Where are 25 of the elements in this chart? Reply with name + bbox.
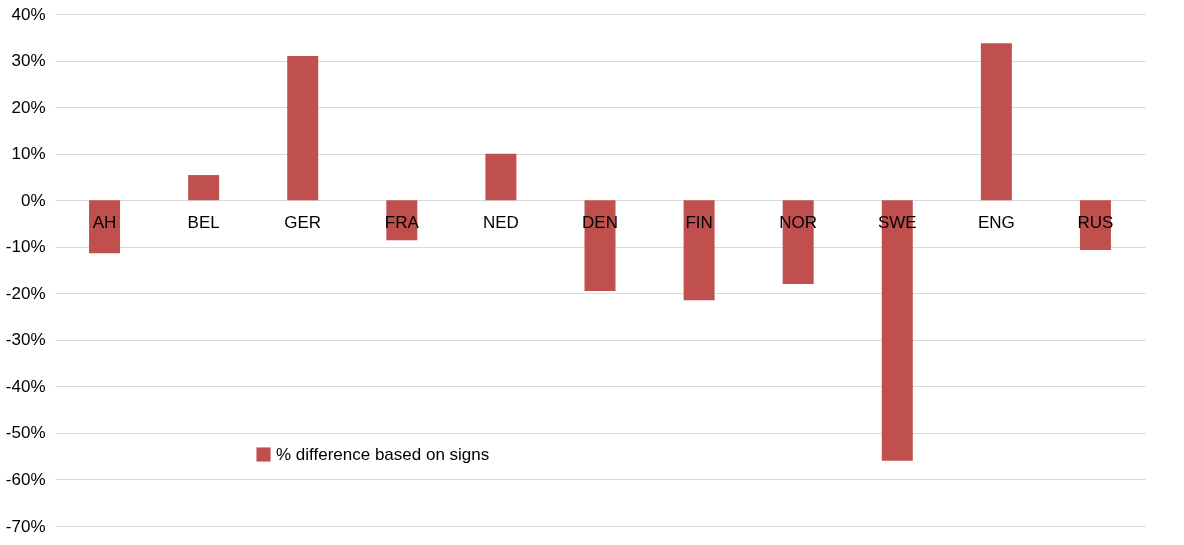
bar xyxy=(485,153,517,201)
y-tick-label: -20% xyxy=(5,283,46,303)
y-tick-label: 40% xyxy=(11,4,46,24)
y-tick-label: -40% xyxy=(5,376,46,396)
x-tick-label: BEL xyxy=(187,212,220,232)
bar xyxy=(287,55,319,201)
y-tick-label: -70% xyxy=(5,516,46,536)
bar xyxy=(683,200,715,301)
bar xyxy=(89,200,121,254)
y-tick-label: -30% xyxy=(5,330,46,350)
y-tick-label: -50% xyxy=(5,423,46,443)
x-tick-label: FIN xyxy=(685,212,713,232)
y-tick-label: -60% xyxy=(5,469,46,489)
x-tick-label: AH xyxy=(92,212,117,232)
x-tick-label: GER xyxy=(284,212,322,232)
y-tick-label: -10% xyxy=(5,237,46,257)
y-tick-label: 10% xyxy=(11,144,46,164)
bar xyxy=(188,175,220,201)
y-tick-label: 0% xyxy=(20,190,46,210)
x-tick-label: ENG xyxy=(977,212,1015,232)
y-tick-label: 20% xyxy=(11,97,46,117)
y-tick-label: 30% xyxy=(11,51,46,71)
legend-label: % difference based on signs xyxy=(276,444,490,464)
x-tick-label: NED xyxy=(482,212,519,232)
bar xyxy=(980,43,1012,201)
